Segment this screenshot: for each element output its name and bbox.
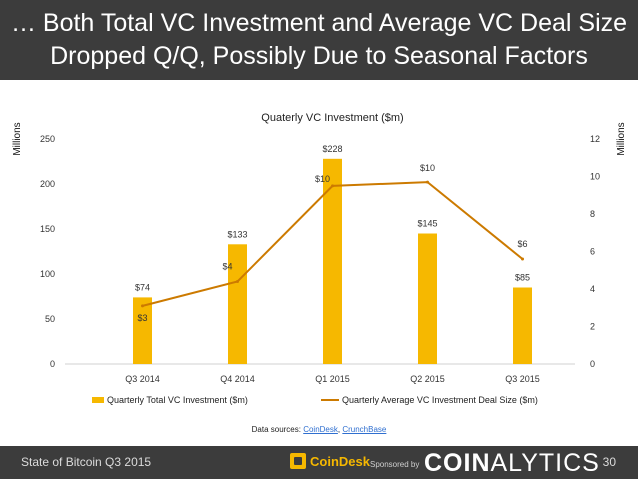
right-tick-label: 2 [590,322,595,332]
slide-header: … Both Total VC Investment and Average V… [0,0,638,80]
vc-investment-chart: Quaterly VC Investment ($m) Millions Milli… [12,112,627,405]
bar-value-label: $145 [417,219,437,229]
page-number: 30 [602,455,616,469]
right-tick-label: 10 [590,172,600,182]
coinalytics-logo-light: ALYTICS [490,449,600,477]
sources-prefix: Data sources: [251,425,304,434]
line-point [141,304,144,308]
bar [513,287,532,364]
slide-title-line-2: Dropped Q/Q, Possibly Due to Seasonal Fa… [50,42,588,70]
left-tick-label: 250 [40,134,55,144]
right-tick-label: 0 [590,359,595,369]
line-value-label: $4 [222,262,232,272]
bar [133,297,152,364]
coindesk-logo-icon [290,453,306,469]
line-value-label: $10 [420,163,435,173]
data-sources: Data sources: CoinDesk, CrunchBase [0,425,638,434]
left-tick-label: 100 [40,269,55,279]
sponsored-by-label: Sponsored by [370,460,420,469]
line-point [331,184,334,188]
line-value-label: $6 [517,239,527,249]
slide-title-line-1: … Both Total VC Investment and Average V… [10,9,628,37]
right-tick-label: 4 [590,284,595,294]
coindesk-logo: CoinDesk [290,453,370,469]
category-label: Q3 2015 [505,374,540,384]
line-point [521,257,524,261]
left-tick-label: 150 [40,224,55,234]
category-label: Q2 2015 [410,374,445,384]
slide-footer: State of Bitcoin Q3 2015 CoinDesk Sponso… [0,446,638,479]
coinalytics-logo: COINALYTICS [424,449,600,478]
right-tick-label: 6 [590,247,595,257]
category-label: Q4 2014 [220,374,255,384]
line-value-label: $10 [315,174,330,184]
left-tick-label: 0 [50,359,55,369]
left-tick-label: 200 [40,179,55,189]
report-name: State of Bitcoin Q3 2015 [21,455,152,469]
bar-value-label: $228 [322,144,342,154]
bar [418,233,437,364]
bar-value-label: $74 [135,282,150,292]
line-value-label: $3 [137,313,147,323]
right-tick-label: 8 [590,209,595,219]
bar-value-label: $85 [515,273,530,283]
bar-value-label: $133 [227,229,247,239]
bar [323,158,342,364]
chart-title: Quaterly VC Investment ($m) [261,112,403,124]
legend-line-label: Quarterly Average VC Investment Deal Siz… [342,395,538,405]
right-tick-label: 12 [590,134,600,144]
legend-bar-label: Quarterly Total VC Investment ($m) [107,395,248,405]
sources-separator: , [337,425,343,434]
line-point [426,180,429,184]
right-axis-unit-label: Millions [616,122,627,155]
legend-bar-swatch [92,397,104,403]
left-axis-unit-label: Millions [12,122,23,155]
category-label: Q1 2015 [315,374,350,384]
coindesk-logo-text: CoinDesk [310,453,370,469]
left-tick-label: 50 [45,314,55,324]
coinalytics-logo-bold: COIN [424,449,491,477]
coindesk-link[interactable]: CoinDesk [303,425,338,434]
category-label: Q3 2014 [125,374,160,384]
line-point [236,280,239,283]
bar [228,244,247,364]
crunchbase-link[interactable]: CrunchBase [342,425,387,434]
